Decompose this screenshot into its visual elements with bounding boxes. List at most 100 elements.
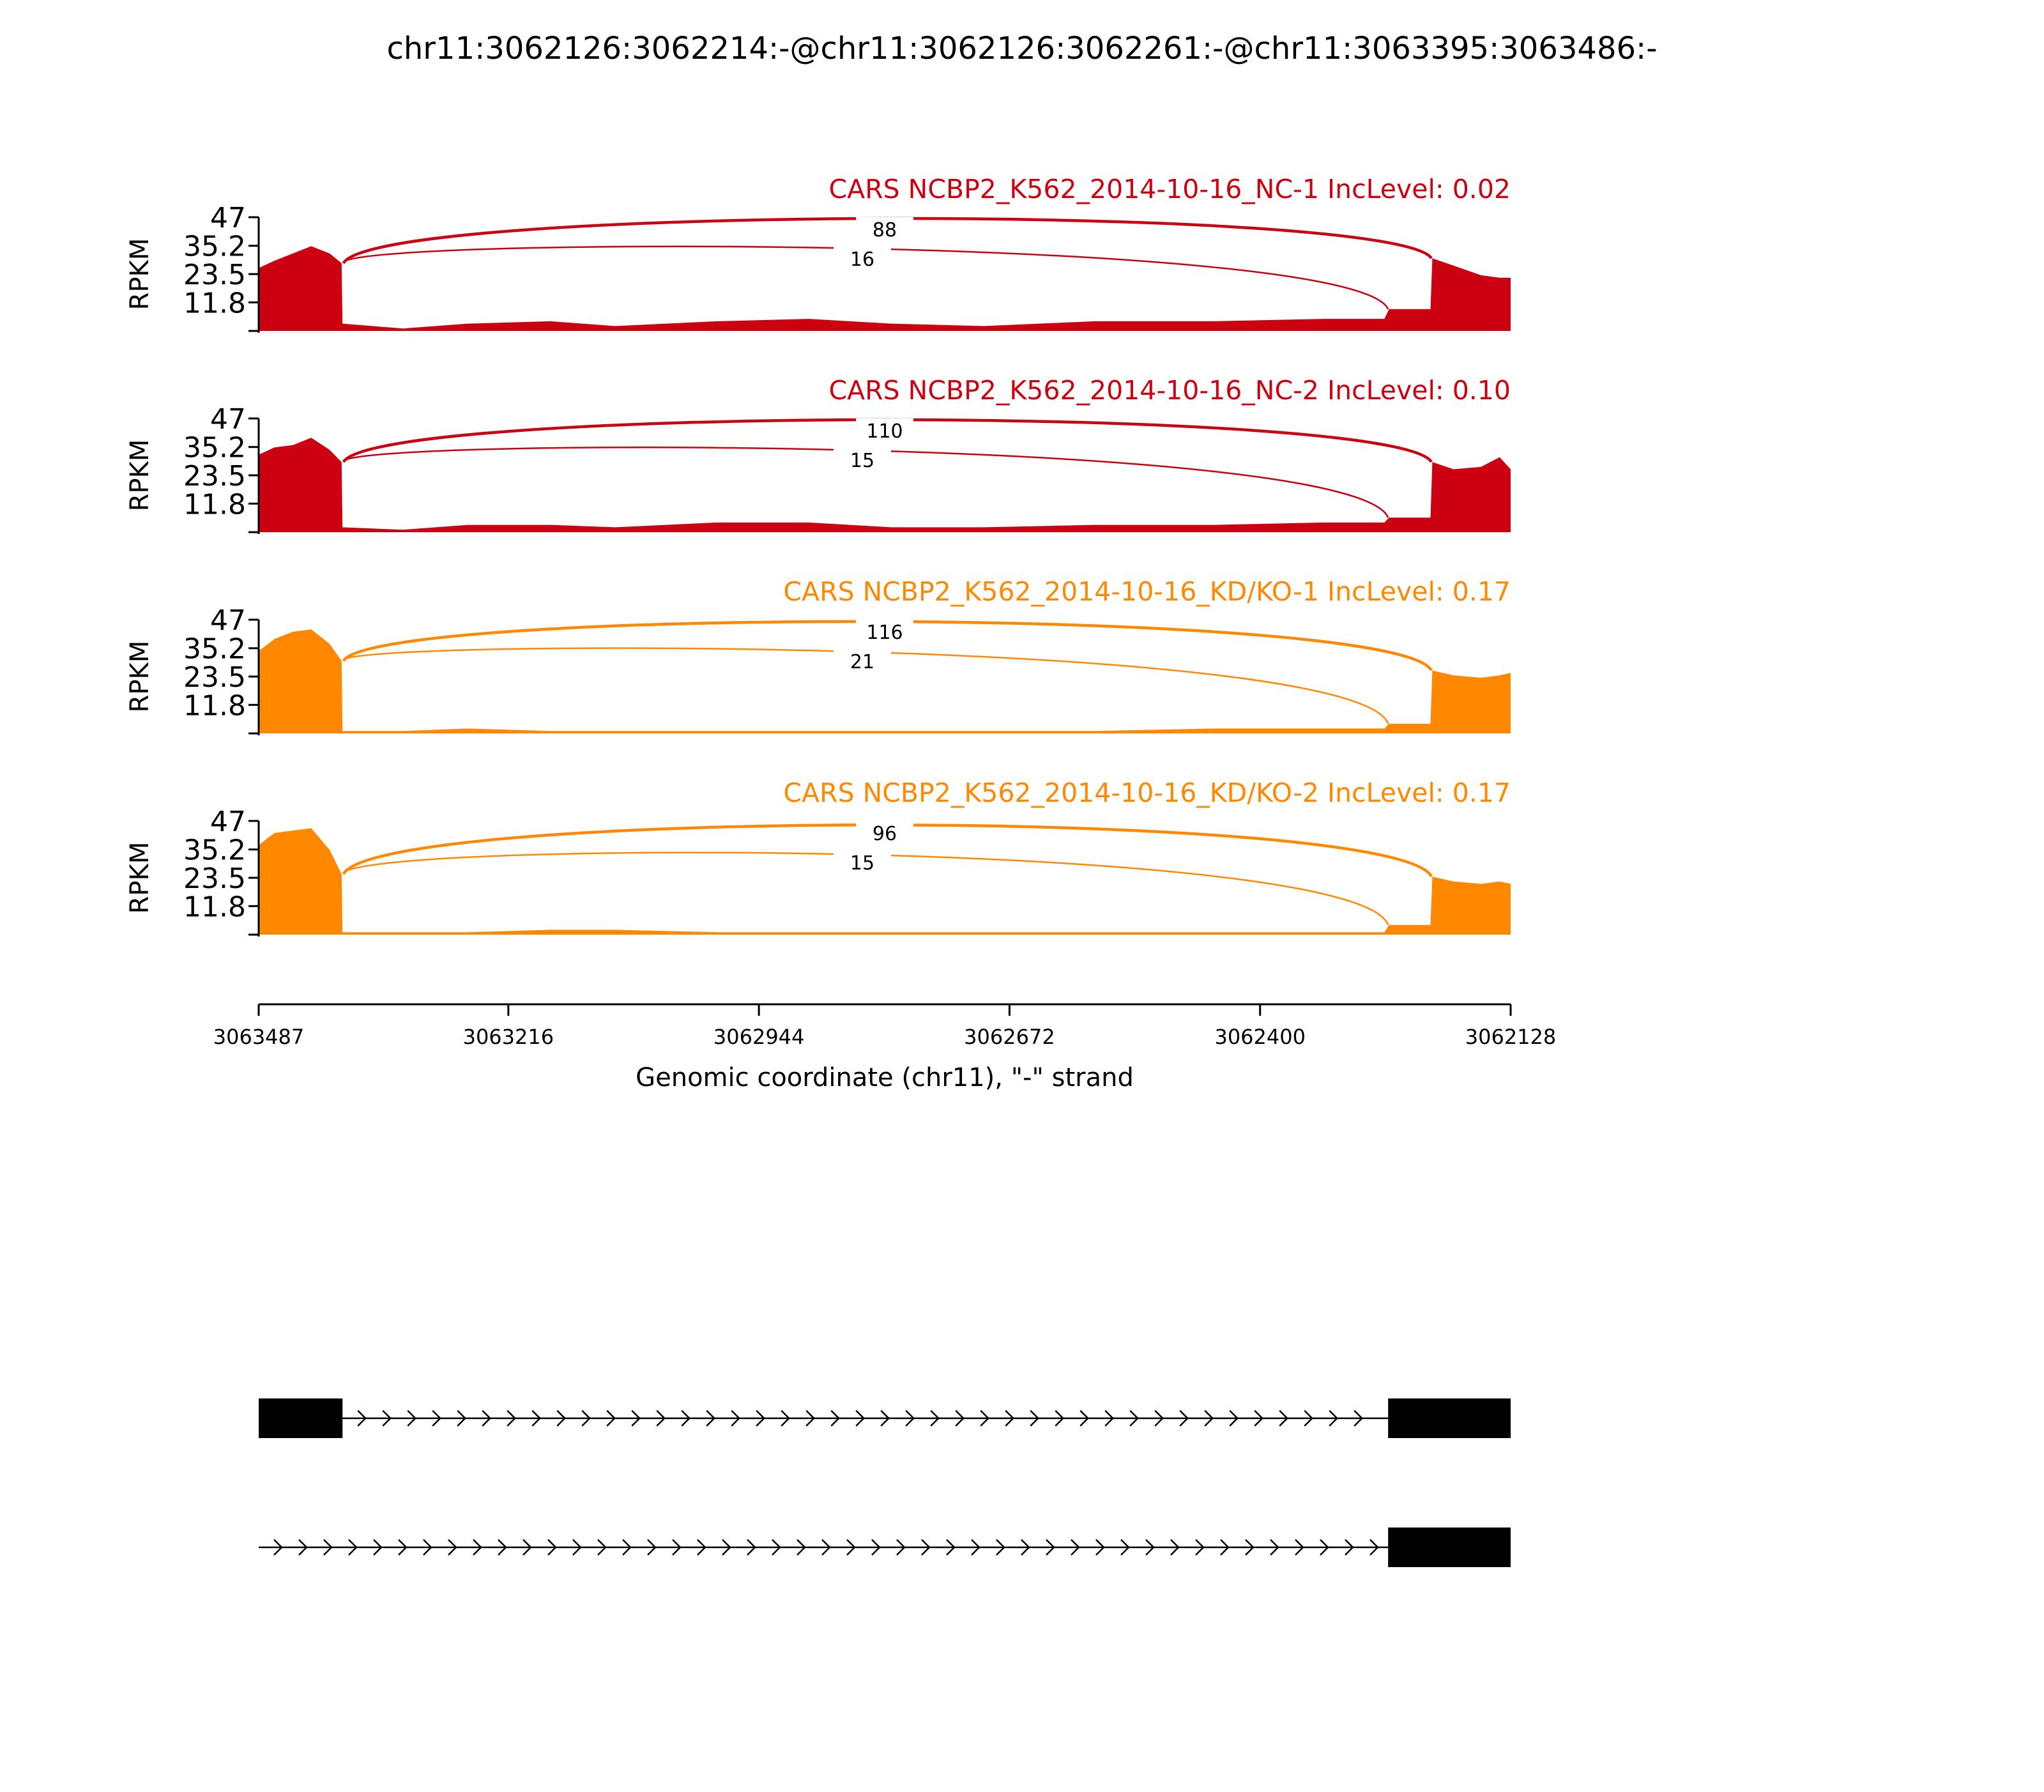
junction-count-bg	[834, 850, 891, 875]
junction-count-bg	[856, 620, 913, 644]
strand-arrow	[1154, 1410, 1164, 1427]
coverage-panel: 11.823.535.247 RPKM 88 16 CARS NCBP2_K562_20…	[125, 174, 1511, 333]
exon-block	[1388, 1528, 1511, 1567]
y-axis-label: RPKM	[125, 842, 155, 914]
junction-count: 16	[850, 249, 874, 271]
strand-arrow	[971, 1539, 980, 1556]
strand-arrow	[672, 1539, 682, 1556]
junction-count: 96	[873, 823, 897, 845]
x-tick-label: 3062400	[1214, 1025, 1306, 1049]
y-tick-label: 23.5	[183, 661, 246, 694]
x-tick-label: 3063216	[463, 1025, 554, 1049]
strand-arrow	[298, 1539, 308, 1556]
strand-arrow	[622, 1539, 632, 1556]
sample-label: CARS NCBP2_K562_2014-10-16_KD/KO-2 IncLe…	[783, 777, 1511, 808]
strand-arrow	[1145, 1539, 1155, 1556]
strand-arrow	[273, 1539, 283, 1556]
strand-arrow	[930, 1410, 940, 1427]
coverage-panel: 11.823.535.247 RPKM 116 21 CARS NCBP2_K562_2…	[125, 576, 1511, 735]
strand-arrow	[772, 1539, 781, 1556]
y-tick-label: 35.2	[183, 834, 246, 867]
strand-arrow	[348, 1539, 358, 1556]
strand-arrow	[1129, 1410, 1140, 1427]
strand-arrow	[830, 1410, 841, 1427]
isoform	[259, 1398, 1511, 1438]
strand-arrow	[681, 1410, 691, 1427]
strand-arrow	[656, 1410, 666, 1427]
y-tick-label: 35.2	[183, 231, 246, 263]
strand-arrow	[697, 1539, 706, 1556]
strand-arrow	[821, 1539, 831, 1556]
y-tick-label: 47	[210, 806, 246, 838]
y-tick-label: 23.5	[183, 259, 246, 291]
strand-arrow	[522, 1539, 532, 1556]
y-axis-label: RPKM	[125, 238, 155, 310]
strand-arrow	[1179, 1410, 1189, 1427]
exon-block	[1388, 1398, 1511, 1438]
coverage-area	[259, 438, 1511, 532]
strand-arrow	[581, 1410, 591, 1427]
strand-arrow	[1254, 1410, 1264, 1427]
y-tick-label: 47	[210, 202, 246, 234]
strand-arrow	[1354, 1410, 1364, 1427]
strand-arrow	[531, 1410, 542, 1427]
exon-block	[259, 1398, 343, 1438]
strand-arrow	[871, 1539, 881, 1556]
strand-arrow	[1195, 1539, 1205, 1556]
y-axis-label: RPKM	[125, 641, 155, 713]
strand-arrow	[1079, 1410, 1090, 1427]
strand-arrow	[323, 1539, 333, 1556]
junction-count: 116	[866, 622, 903, 644]
strand-arrow	[1345, 1539, 1354, 1556]
x-tick-label: 3062944	[713, 1025, 805, 1049]
strand-arrow	[432, 1410, 442, 1427]
strand-arrow	[1369, 1539, 1379, 1556]
strand-arrow	[921, 1539, 931, 1556]
strand-arrow	[722, 1539, 731, 1556]
junction-count-bg	[834, 649, 891, 673]
junction-count-bg	[856, 418, 913, 443]
strand-arrow	[1204, 1410, 1214, 1427]
strand-arrow	[631, 1410, 641, 1427]
strand-arrow	[1270, 1539, 1279, 1556]
x-axis-label: Genomic coordinate (chr11), "-" strand	[636, 1063, 1134, 1092]
strand-arrow	[805, 1410, 816, 1427]
strand-arrow	[996, 1539, 1005, 1556]
strand-arrow	[373, 1539, 383, 1556]
strand-arrow	[846, 1539, 856, 1556]
strand-arrow	[1071, 1539, 1080, 1556]
junction-count: 21	[850, 651, 874, 673]
strand-arrow	[946, 1539, 956, 1556]
strand-arrow	[855, 1410, 866, 1427]
strand-arrow	[1295, 1539, 1304, 1556]
x-tick-label: 3062672	[964, 1025, 1055, 1049]
strand-arrow	[1320, 1539, 1329, 1556]
strand-arrow	[423, 1539, 432, 1556]
strand-arrow	[473, 1539, 482, 1556]
y-tick-label: 47	[210, 403, 246, 436]
junction-count-bg	[834, 247, 891, 271]
strand-arrow	[507, 1410, 517, 1427]
strand-arrow	[756, 1410, 766, 1427]
strand-arrow	[1055, 1410, 1065, 1427]
strand-arrow	[482, 1410, 492, 1427]
strand-arrow	[747, 1539, 756, 1556]
strand-arrow	[1021, 1539, 1030, 1556]
strand-arrow	[398, 1539, 408, 1556]
strand-arrow	[1170, 1539, 1180, 1556]
x-axis: 3063487 3063216 3062944 3062672 3062400 30621…	[213, 1003, 1557, 1049]
strand-arrow	[1229, 1410, 1239, 1427]
strand-arrow	[606, 1410, 616, 1427]
x-tick-label: 3062128	[1465, 1025, 1557, 1049]
strand-arrow	[448, 1539, 457, 1556]
sample-label: CARS NCBP2_K562_2014-10-16_KD/KO-1 IncLe…	[783, 576, 1511, 607]
strand-arrow	[572, 1539, 582, 1556]
strand-arrow	[1304, 1410, 1314, 1427]
strand-arrow	[896, 1539, 906, 1556]
sample-label: CARS NCBP2_K562_2014-10-16_NC-2 IncLevel…	[828, 375, 1511, 406]
strand-arrow	[905, 1410, 915, 1427]
junction-count: 15	[850, 450, 874, 472]
strand-arrow	[1220, 1539, 1230, 1556]
